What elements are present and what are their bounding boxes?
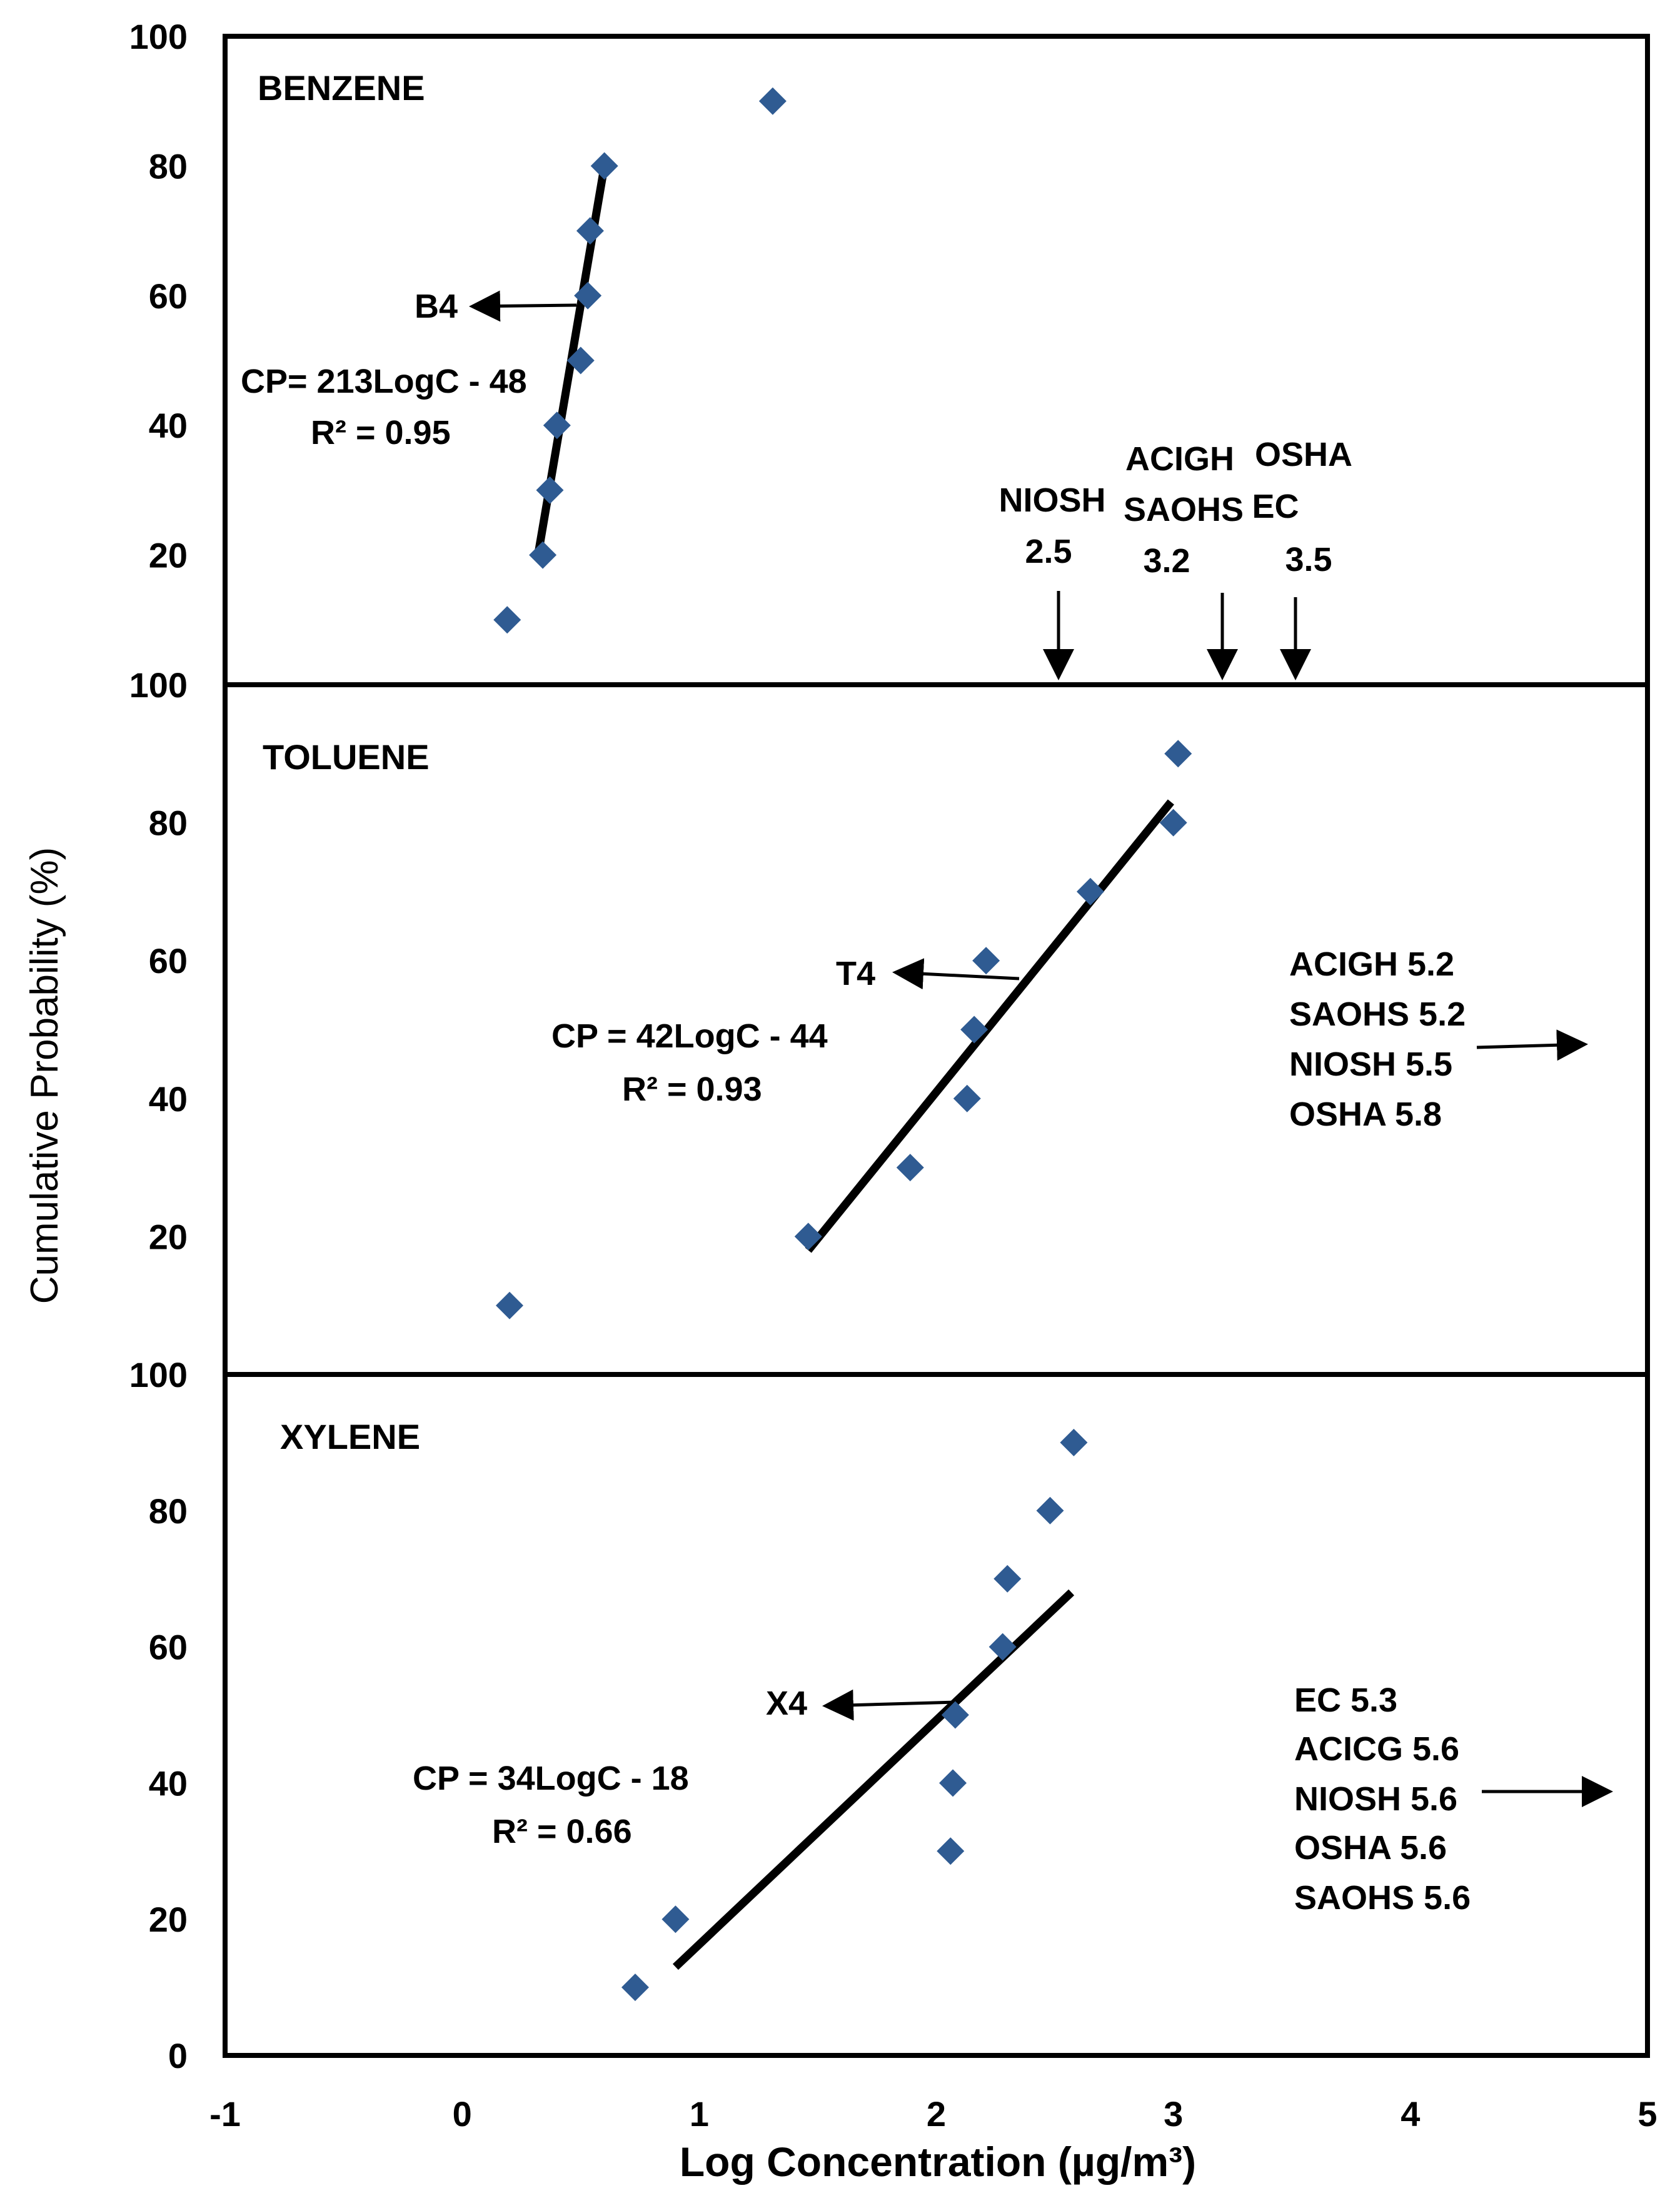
xylene-data-point bbox=[988, 1633, 1017, 1661]
xylene-data-point bbox=[937, 1837, 965, 1865]
y-axis-title: Cumulative Probability (%) bbox=[23, 847, 66, 1304]
benzene-limit-osha-name: OSHA bbox=[1255, 436, 1352, 473]
xylene-limit-osha: OSHA 5.6 bbox=[1294, 1829, 1447, 1867]
benzene-limit-acigh-name: ACIGH bbox=[1125, 440, 1234, 478]
benzene-data-point bbox=[566, 346, 595, 375]
benzene-y-tick-label: 60 bbox=[149, 276, 188, 316]
xylene-limit-niosh: NIOSH 5.6 bbox=[1294, 1780, 1457, 1818]
xylene-data-point bbox=[941, 1701, 969, 1729]
xylene-y-tick-label: 20 bbox=[149, 1900, 188, 1939]
x-axis-title: Log Concentration (µg/m³) bbox=[680, 2139, 1196, 2185]
xylene-y-tick-label: 80 bbox=[149, 1491, 188, 1531]
toluene-data-point bbox=[1076, 877, 1104, 905]
xylene-y-tick-label: 0 bbox=[168, 2036, 188, 2075]
benzene-data-point bbox=[543, 411, 571, 440]
x-tick-label: -1 bbox=[209, 2094, 241, 2134]
benzene-limit-saohs-name: SAOHS bbox=[1124, 491, 1244, 528]
toluene-pointer-label: T4 bbox=[836, 955, 875, 992]
xylene-data-point bbox=[661, 1905, 690, 1933]
toluene-y-tick-label: 20 bbox=[149, 1217, 188, 1256]
benzene-y-tick-label: 80 bbox=[149, 146, 188, 186]
toluene-data-point bbox=[1159, 809, 1187, 837]
xylene-limit-saohs: SAOHS 5.6 bbox=[1294, 1879, 1471, 1917]
benzene-panel-frame bbox=[223, 34, 1650, 687]
x-tick-label: 4 bbox=[1401, 2094, 1420, 2134]
xylene-panel-frame bbox=[223, 1372, 1650, 2058]
xylene-y-tick-label: 60 bbox=[149, 1628, 188, 1667]
benzene-y-tick-label: 40 bbox=[149, 406, 188, 445]
xylene-pointer-label: X4 bbox=[766, 1685, 807, 1722]
benzene-pointer-arrow bbox=[469, 290, 577, 322]
benzene-data-point bbox=[590, 152, 618, 180]
toluene-data-point bbox=[794, 1223, 822, 1251]
toluene-limit-saohs: SAOHS 5.2 bbox=[1289, 996, 1466, 1033]
benzene-y-tick-label: 100 bbox=[129, 17, 188, 56]
xylene-data-point bbox=[993, 1565, 1022, 1593]
benzene-pointer-label: B4 bbox=[415, 288, 458, 325]
xylene-data-point bbox=[621, 1974, 649, 2002]
benzene-y-tick-label: 20 bbox=[149, 536, 188, 575]
xylene-r-squared: R² = 0.66 bbox=[492, 1813, 632, 1850]
chart-marks: -1 0 1 2 3 4 5 100 80 60 40 20 100 80 60 40 20 100 80 60 40 2… bbox=[129, 17, 1657, 2134]
xylene-limit-ec: EC 5.3 bbox=[1294, 1681, 1397, 1719]
benzene-data-point bbox=[758, 87, 787, 115]
xylene-data-point bbox=[1060, 1428, 1088, 1456]
benzene-limit-niosh-value: 2.5 bbox=[1025, 533, 1072, 570]
toluene-data-point bbox=[953, 1084, 981, 1112]
toluene-y-tick-label: 60 bbox=[149, 941, 188, 981]
xylene-pointer-arrow bbox=[822, 1689, 956, 1721]
benzene-limit-niosh-name: NIOSH bbox=[998, 481, 1105, 519]
benzene-limit-osha-value: 3.5 bbox=[1285, 541, 1332, 578]
toluene-data-point bbox=[496, 1291, 523, 1319]
toluene-panel-title: TOLUENE bbox=[263, 737, 430, 777]
benzene-data-point bbox=[576, 217, 604, 245]
toluene-equation: CP = 42LogC - 44 bbox=[551, 1017, 828, 1055]
x-tick-label: 3 bbox=[1164, 2094, 1183, 2134]
xylene-panel-title: XYLENE bbox=[280, 1417, 420, 1456]
toluene-data-point bbox=[972, 947, 1000, 975]
toluene-data-point bbox=[960, 1016, 988, 1044]
benzene-r-squared: R² = 0.95 bbox=[311, 414, 451, 451]
benzene-data-point bbox=[529, 541, 557, 569]
x-tick-label: 0 bbox=[453, 2094, 472, 2134]
toluene-limit-niosh: NIOSH 5.5 bbox=[1289, 1046, 1452, 1083]
xylene-equation: CP = 34LogC - 18 bbox=[413, 1760, 689, 1797]
benzene-panel-title: BENZENE bbox=[258, 68, 425, 108]
benzene-limit-acigh-value: 3.2 bbox=[1143, 542, 1190, 580]
benzene-data-point bbox=[574, 281, 602, 310]
toluene-y-tick-label: 40 bbox=[149, 1079, 188, 1119]
xylene-data-point bbox=[1036, 1496, 1064, 1525]
toluene-y-tick-label: 100 bbox=[129, 665, 188, 705]
toluene-data-point bbox=[1164, 740, 1192, 768]
toluene-r-squared: R² = 0.93 bbox=[622, 1071, 762, 1108]
x-tick-label: 5 bbox=[1637, 2094, 1657, 2134]
toluene-y-tick-label: 80 bbox=[149, 804, 188, 843]
toluene-limit-acigh: ACIGH 5.2 bbox=[1289, 945, 1454, 983]
toluene-pointer-arrow bbox=[892, 958, 1020, 990]
xylene-y-tick-label: 40 bbox=[149, 1763, 188, 1803]
toluene-offscale-arrow bbox=[1476, 1029, 1588, 1061]
toluene-data-point bbox=[896, 1154, 924, 1182]
xylene-limit-acicg: ACICG 5.6 bbox=[1294, 1730, 1459, 1768]
toluene-fit-line bbox=[805, 799, 1174, 1253]
x-tick-label: 1 bbox=[690, 2094, 709, 2134]
xylene-y-tick-label: 100 bbox=[129, 1355, 188, 1394]
xylene-data-point bbox=[939, 1769, 967, 1797]
toluene-limit-osha: OSHA 5.8 bbox=[1289, 1096, 1442, 1133]
benzene-data-point bbox=[536, 476, 564, 504]
x-tick-label: 2 bbox=[927, 2094, 946, 2134]
benzene-limit-ec-name: EC bbox=[1252, 488, 1299, 525]
benzene-data-point bbox=[493, 606, 521, 634]
benzene-equation: CP= 213LogC - 48 bbox=[241, 363, 527, 400]
